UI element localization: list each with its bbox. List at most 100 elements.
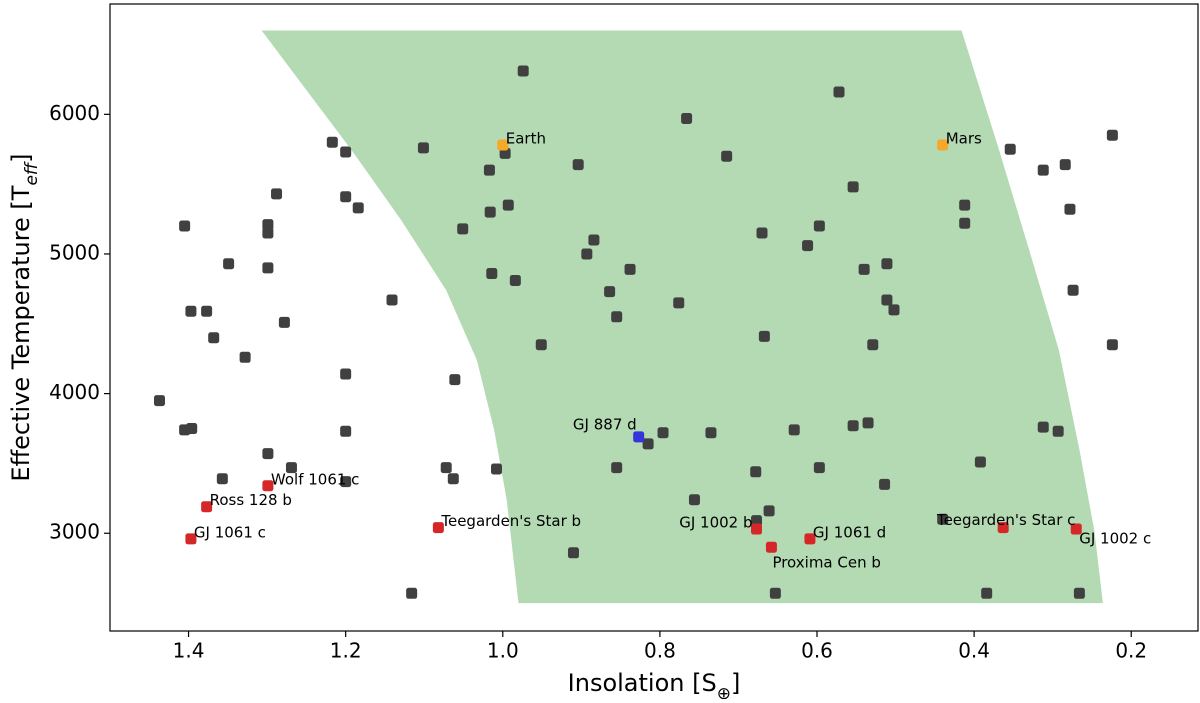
data-point <box>486 268 498 280</box>
data-point <box>879 478 891 490</box>
point-label: Teegarden's Star c <box>936 511 1075 529</box>
data-point <box>756 227 768 239</box>
data-point <box>185 305 197 317</box>
data-point <box>1004 143 1016 155</box>
data-point <box>483 164 495 176</box>
data-point <box>262 227 274 239</box>
data-point <box>271 188 283 200</box>
data-point <box>484 206 496 218</box>
point-label: Earth <box>506 130 546 148</box>
point-label: GJ 1061 d <box>813 523 886 541</box>
data-point <box>497 139 509 151</box>
data-point <box>326 136 338 148</box>
data-point <box>1037 164 1049 176</box>
data-point <box>262 448 274 460</box>
data-point <box>813 462 825 474</box>
habitable-zone <box>261 30 1103 604</box>
data-point <box>572 159 584 171</box>
x-tick-label: 0.2 <box>1115 639 1147 663</box>
data-point <box>278 316 290 328</box>
data-point <box>201 305 213 317</box>
data-point <box>262 219 274 231</box>
data-point <box>386 294 398 306</box>
data-point <box>406 587 418 599</box>
data-point <box>681 113 693 125</box>
data-point <box>959 217 971 229</box>
data-point <box>847 420 859 432</box>
point-label: Ross 128 b <box>210 491 292 509</box>
data-point <box>657 427 669 439</box>
data-point <box>1064 203 1076 215</box>
data-point <box>208 332 220 344</box>
data-point <box>624 263 636 275</box>
data-point <box>788 424 800 436</box>
data-point <box>447 473 459 485</box>
data-point <box>449 374 461 386</box>
data-point <box>959 199 971 211</box>
point-label: GJ 1002 c <box>1079 530 1151 548</box>
data-point <box>581 248 593 260</box>
y-axis-label: Effective Temperature [Teff] <box>7 153 42 481</box>
data-point <box>216 473 228 485</box>
plot-frame <box>109 3 1199 632</box>
data-point <box>223 258 235 270</box>
data-point <box>937 139 949 151</box>
data-point <box>1052 425 1064 437</box>
data-point <box>763 505 775 517</box>
data-point <box>862 417 874 429</box>
x-tick-label: 0.6 <box>801 639 833 663</box>
data-point <box>758 330 770 342</box>
data-point <box>688 494 700 506</box>
x-tick-label: 1.4 <box>173 639 205 663</box>
point-label: Wolf 1061 c <box>271 470 360 488</box>
y-axis-label-part: Effective Temperature [T <box>7 185 35 481</box>
point-label: GJ 887 d <box>573 415 637 433</box>
data-point <box>517 65 529 77</box>
data-point <box>997 522 1009 534</box>
data-point <box>239 351 251 363</box>
data-point <box>417 142 429 154</box>
data-point <box>833 86 845 98</box>
data-point <box>751 523 763 535</box>
data-point <box>340 476 352 488</box>
y-axis-label-part: ] <box>7 153 35 162</box>
data-point <box>502 199 514 211</box>
data-point <box>340 191 352 203</box>
x-axis-label-part: ] <box>731 669 740 697</box>
data-point <box>567 547 579 559</box>
data-point <box>201 501 213 513</box>
data-point <box>179 220 191 232</box>
point-label: GJ 1002 b <box>679 514 752 532</box>
data-point <box>981 587 993 599</box>
data-point <box>1106 129 1118 141</box>
data-point <box>352 202 364 214</box>
data-point <box>847 181 859 193</box>
x-tick-label: 0.8 <box>644 639 676 663</box>
x-axis-label: Insolation [S⊕] <box>568 669 741 699</box>
x-tick-label: 1.0 <box>487 639 519 663</box>
data-point <box>604 286 616 298</box>
data-point <box>340 368 352 380</box>
data-point <box>611 462 623 474</box>
data-point <box>1106 339 1118 351</box>
data-point <box>588 234 600 246</box>
point-label: Mars <box>946 130 982 148</box>
data-point <box>611 311 623 323</box>
data-point <box>1067 284 1079 296</box>
data-point <box>751 515 763 527</box>
data-point <box>888 304 900 316</box>
data-point <box>881 258 893 270</box>
data-point <box>769 587 781 599</box>
data-point <box>937 513 949 525</box>
data-point <box>1073 587 1085 599</box>
y-tick-label: 5000 <box>49 240 100 264</box>
data-point <box>673 297 685 309</box>
point-label: GJ 1061 c <box>194 523 266 541</box>
data-point <box>432 522 444 534</box>
data-point <box>765 541 777 553</box>
data-point <box>881 294 893 306</box>
data-point <box>535 339 547 351</box>
data-point <box>974 456 986 468</box>
data-point <box>858 263 870 275</box>
